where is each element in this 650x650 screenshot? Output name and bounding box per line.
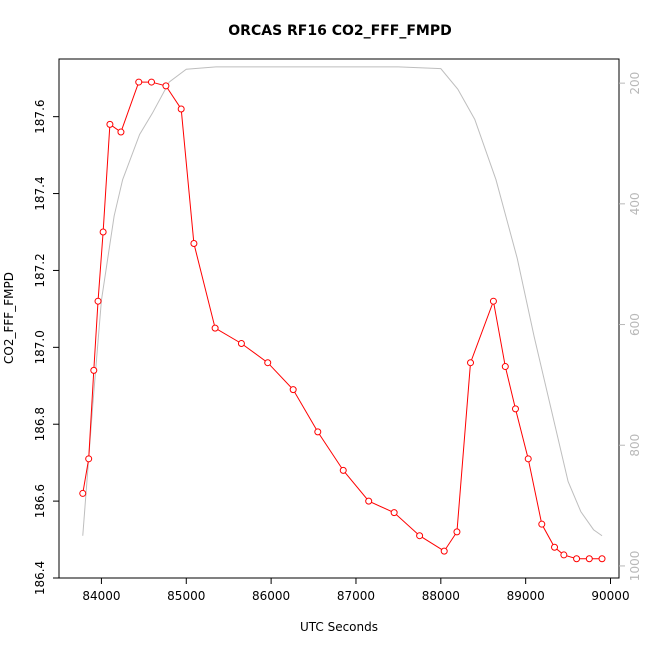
- x-tick-label: 88000: [422, 589, 460, 603]
- data-point: [94, 297, 102, 305]
- data-point: [598, 555, 606, 563]
- y-tick-label: 187.4: [33, 176, 47, 210]
- data-point: [106, 120, 114, 128]
- data-point: [585, 555, 593, 563]
- data-point: [237, 339, 245, 347]
- y2-tick-label: 400: [628, 192, 642, 215]
- data-point: [416, 532, 424, 540]
- data-point: [365, 497, 373, 505]
- y-axis-right: 200 400 600 800 1000: [619, 72, 642, 582]
- data-point: [453, 528, 461, 536]
- y-axis-label: CO2_FFF_FMPD: [2, 272, 16, 364]
- data-point: [211, 324, 219, 332]
- x-tick-label: 90000: [591, 589, 629, 603]
- x-tick-label: 85000: [167, 589, 205, 603]
- data-point: [289, 386, 297, 394]
- data-point: [314, 428, 322, 436]
- y-tick-label: 187.2: [33, 253, 47, 287]
- y-tick-label: 187.0: [33, 330, 47, 364]
- data-point: [573, 555, 581, 563]
- y-axis-left: 186.4 186.6 186.8 187.0 187.2 187.4 187.6: [33, 99, 59, 595]
- chart-title: ORCAS RF16 CO2_FFF_FMPD: [228, 23, 451, 39]
- data-point: [85, 455, 93, 463]
- data-point: [440, 547, 448, 555]
- data-point: [551, 543, 559, 551]
- data-point: [177, 105, 185, 113]
- series-left-line: [79, 78, 606, 563]
- data-point: [511, 405, 519, 413]
- y-tick-label: 187.6: [33, 99, 47, 133]
- data-point: [467, 359, 475, 367]
- x-tick-label: 87000: [337, 589, 375, 603]
- altitude-line: [82, 66, 603, 537]
- co2-line: [82, 81, 603, 560]
- y-tick-label: 186.8: [33, 407, 47, 441]
- x-tick-label: 89000: [507, 589, 545, 603]
- data-point: [162, 82, 170, 90]
- data-point: [117, 128, 125, 136]
- data-point: [90, 366, 98, 374]
- plot-frame: [58, 58, 620, 579]
- data-point: [147, 78, 155, 86]
- y2-tick-label: 200: [628, 72, 642, 95]
- data-point: [339, 466, 347, 474]
- data-point: [264, 359, 272, 367]
- data-point: [79, 489, 87, 497]
- x-axis: 84000 85000 86000 87000 88000 89000 90000: [82, 578, 630, 603]
- x-tick-label: 86000: [252, 589, 290, 603]
- data-point: [99, 228, 107, 236]
- series-right-line: [82, 66, 603, 537]
- y-tick-label: 186.6: [33, 484, 47, 518]
- y2-tick-label: 600: [628, 313, 642, 336]
- data-point: [135, 78, 143, 86]
- y2-tick-label: 1000: [628, 551, 642, 582]
- y2-tick-label: 800: [628, 434, 642, 457]
- x-tick-label: 84000: [82, 589, 120, 603]
- data-point: [190, 240, 198, 248]
- data-point: [390, 509, 398, 517]
- x-axis-label: UTC Seconds: [300, 620, 378, 634]
- data-point: [560, 551, 568, 559]
- data-point: [524, 455, 532, 463]
- data-point: [538, 520, 546, 528]
- data-point: [501, 363, 509, 371]
- y-tick-label: 186.4: [33, 561, 47, 595]
- data-point: [489, 297, 497, 305]
